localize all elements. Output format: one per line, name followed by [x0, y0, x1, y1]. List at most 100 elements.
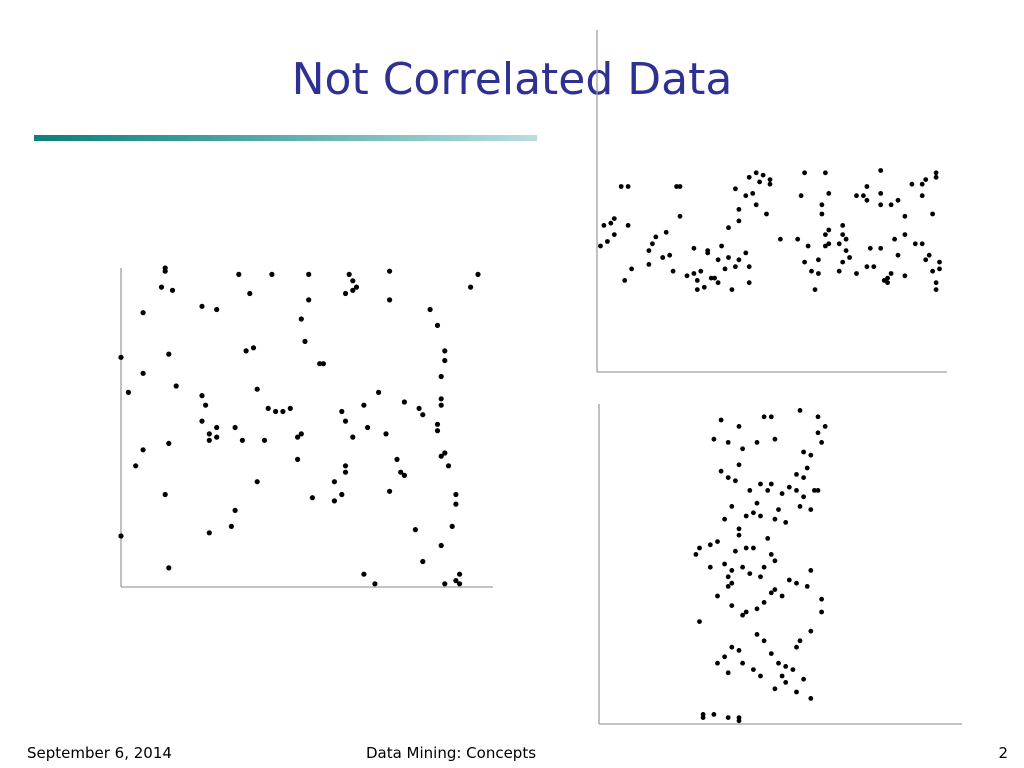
data-point-left-14: [162, 491, 168, 498]
data-point-bottom-104: [697, 619, 702, 624]
data-point-bottom-48: [693, 552, 699, 557]
data-point-top-74: [823, 243, 828, 249]
data-point-left-46: [306, 271, 312, 277]
data-point-top-93: [878, 191, 884, 196]
data-point-top-10: [629, 266, 634, 272]
data-point-left-90: [434, 428, 441, 434]
data-point-top-82: [843, 236, 849, 242]
data-point-bottom-96: [740, 660, 745, 666]
data-point-bottom-35: [783, 520, 789, 525]
data-point-top-79: [836, 241, 842, 247]
data-point-top-118: [933, 174, 939, 180]
data-point-left-76: [416, 405, 422, 411]
data-point-bottom-53: [729, 580, 735, 586]
data-point-left-95: [449, 523, 455, 530]
data-point-bottom-51: [729, 568, 735, 573]
data-point-bottom-58: [768, 552, 774, 557]
data-point-bottom-81: [808, 628, 814, 634]
data-point-left-79: [420, 558, 426, 565]
data-point-top-48: [746, 280, 752, 286]
data-point-top-99: [885, 280, 890, 286]
data-point-top-108: [912, 241, 918, 247]
data-point-left-13: [166, 440, 172, 446]
data-point-bottom-4: [772, 436, 778, 442]
data-point-bottom-90: [754, 632, 760, 637]
data-point-top-122: [933, 287, 939, 292]
data-point-top-67: [816, 257, 821, 263]
data-point-top-104: [902, 273, 908, 279]
data-point-left-97: [457, 571, 463, 577]
data-point-left-66: [365, 424, 371, 431]
data-point-left-47: [306, 297, 312, 303]
data-point-bottom-29: [801, 475, 806, 480]
data-point-left-40: [280, 408, 286, 415]
data-point-top-70: [823, 232, 828, 238]
data-point-bottom-94: [715, 660, 720, 666]
data-point-left-1: [118, 533, 124, 539]
data-point-top-96: [878, 168, 884, 173]
data-point-left-93: [453, 491, 459, 498]
data-point-bottom-55: [747, 571, 753, 576]
data-point-top-55: [767, 177, 773, 183]
data-point-top-100: [888, 271, 894, 276]
data-point-bottom-25: [801, 494, 806, 500]
data-point-left-53: [331, 498, 337, 504]
data-point-top-80: [843, 248, 849, 254]
data-point-bottom-99: [772, 686, 778, 692]
data-point-top-77: [840, 259, 846, 265]
data-point-top-63: [805, 243, 811, 249]
data-point-left-48: [302, 338, 308, 344]
data-point-top-106: [902, 213, 908, 219]
data-point-top-109: [919, 241, 925, 247]
data-point-top-103: [895, 197, 901, 203]
data-point-bottom-3: [768, 414, 774, 420]
data-point-bottom-43: [729, 504, 735, 509]
data-point-top-64: [812, 287, 818, 292]
data-point-top-21: [677, 184, 683, 189]
data-point-top-6: [618, 184, 624, 189]
data-point-bottom-0: [718, 417, 724, 423]
data-point-bottom-77: [804, 584, 810, 589]
data-point-bottom-80: [819, 609, 824, 615]
data-point-top-62: [802, 259, 807, 265]
data-point-left-4: [140, 310, 146, 316]
data-point-top-23: [691, 245, 697, 251]
data-point-top-29: [694, 278, 700, 283]
data-point-bottom-61: [751, 545, 756, 551]
data-point-left-39: [273, 408, 279, 415]
data-point-top-111: [923, 177, 929, 183]
data-point-left-35: [261, 437, 268, 443]
data-point-left-83: [442, 348, 448, 354]
data-point-left-37: [269, 271, 275, 277]
data-point-top-37: [726, 255, 731, 260]
data-point-top-44: [736, 207, 742, 212]
data-point-top-92: [878, 245, 884, 251]
data-point-bottom-86: [779, 673, 785, 679]
data-point-bottom-44: [722, 516, 727, 522]
data-point-top-46: [743, 250, 749, 256]
scatter-plot-top: [596, 30, 947, 373]
data-point-left-55: [342, 463, 349, 469]
data-point-top-33: [715, 280, 721, 286]
data-point-left-96: [453, 578, 459, 584]
data-point-bottom-65: [725, 584, 731, 589]
data-point-left-77: [420, 412, 426, 418]
data-point-top-81: [840, 223, 846, 228]
data-point-left-43: [298, 431, 304, 437]
data-point-left-64: [353, 284, 360, 290]
data-point-left-8: [162, 265, 168, 271]
data-point-top-87: [864, 264, 870, 270]
data-point-top-26: [698, 268, 704, 274]
data-point-left-0: [118, 354, 124, 360]
data-point-top-27: [701, 284, 707, 290]
data-point-top-71: [826, 191, 832, 196]
data-point-left-88: [442, 450, 448, 456]
data-point-top-53: [757, 179, 762, 185]
data-point-top-75: [826, 241, 832, 247]
data-point-bottom-14: [718, 468, 724, 474]
data-point-bottom-93: [722, 654, 727, 660]
data-point-left-34: [254, 386, 260, 392]
data-point-bottom-27: [801, 449, 806, 455]
data-point-left-11: [166, 351, 172, 357]
